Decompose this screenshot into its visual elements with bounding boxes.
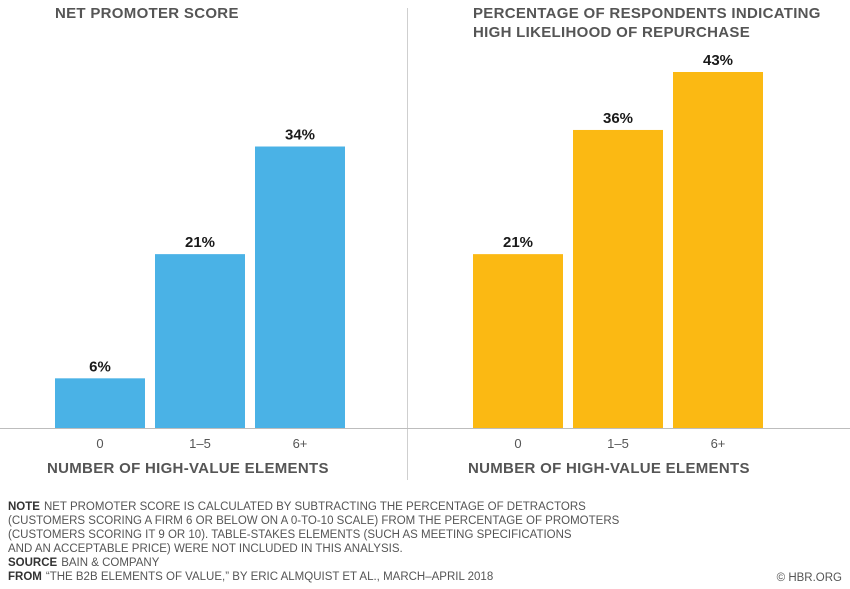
chart-2-bar-2	[573, 129, 663, 428]
chart-2-tick-label-2: 1–5	[607, 436, 629, 451]
chart-2-bar-3	[673, 72, 763, 428]
chart-2-value-label-1: 21%	[503, 234, 533, 251]
hbr-credit: © HBR.ORG	[776, 572, 842, 584]
note-line-3: (CUSTOMERS SCORING IT 9 OR 10). TABLE-ST…	[8, 529, 572, 541]
chart-2-value-label-3: 43%	[703, 52, 733, 69]
note-line-4: AND AN ACCEPTABLE PRICE) WERE NOT INCLUD…	[8, 543, 403, 555]
chart-1-value-label-1: 6%	[89, 358, 111, 375]
chart-1-value-label-3: 34%	[285, 127, 315, 144]
chart-1-bar-2	[155, 254, 245, 428]
from-label: FROM	[8, 571, 42, 583]
chart-1-tick-label-3: 6+	[293, 436, 308, 451]
bar-charts: 6% 0 21% 1–5 34% 6+ 21% 0 36% 1–5 43% 6+	[0, 52, 850, 451]
chart-2-title-line-2: HIGH LIKELIHOOD OF REPURCHASE	[473, 24, 751, 41]
note-line-2: (CUSTOMERS SCORING A FIRM 6 OR BELOW ON …	[8, 515, 620, 527]
chart-2-x-axis-title: NUMBER OF HIGH-VALUE ELEMENTS	[468, 460, 750, 477]
chart-2-tick-label-3: 6+	[711, 436, 726, 451]
chart-1-title: NET PROMOTER SCORE	[55, 4, 239, 23]
note-label: NOTE	[8, 501, 40, 513]
panel-divider	[407, 8, 408, 480]
chart-1-value-label-2: 21%	[185, 234, 215, 251]
chart-1-bar-3	[255, 146, 345, 428]
chart-notes: NOTE NET PROMOTER SCORE IS CALCULATED BY …	[8, 500, 768, 584]
source-line: SOURCE BAIN & COMPANY	[8, 556, 768, 570]
chart-2-title-line-1: PERCENTAGE OF RESPONDENTS INDICATING	[473, 5, 821, 22]
chart-1-tick-label-2: 1–5	[189, 436, 211, 451]
from-text: “THE B2B ELEMENTS OF VALUE,” BY ERIC ALM…	[45, 571, 494, 583]
from-line: FROM “THE B2B ELEMENTS OF VALUE,” BY ERIC…	[8, 570, 768, 584]
chart-1-bar-1	[55, 378, 145, 428]
chart-2-tick-label-1: 0	[514, 436, 521, 451]
chart-1-tick-label-1: 0	[96, 436, 103, 451]
chart-2-bar-1	[473, 254, 563, 428]
chart-2-title: PERCENTAGE OF RESPONDENTS INDICATING HIG…	[473, 4, 821, 42]
source-text: BAIN & COMPANY	[61, 557, 160, 569]
chart-1-x-axis-title: NUMBER OF HIGH-VALUE ELEMENTS	[47, 460, 329, 477]
source-label: SOURCE	[8, 557, 58, 569]
note-text-1: NET PROMOTER SCORE IS CALCULATED BY SUBT…	[43, 501, 586, 513]
note-line-1: NOTE NET PROMOTER SCORE IS CALCULATED BY …	[8, 500, 768, 514]
chart-2-value-label-2: 36%	[603, 110, 633, 127]
chart-1-title-line: NET PROMOTER SCORE	[55, 5, 239, 22]
